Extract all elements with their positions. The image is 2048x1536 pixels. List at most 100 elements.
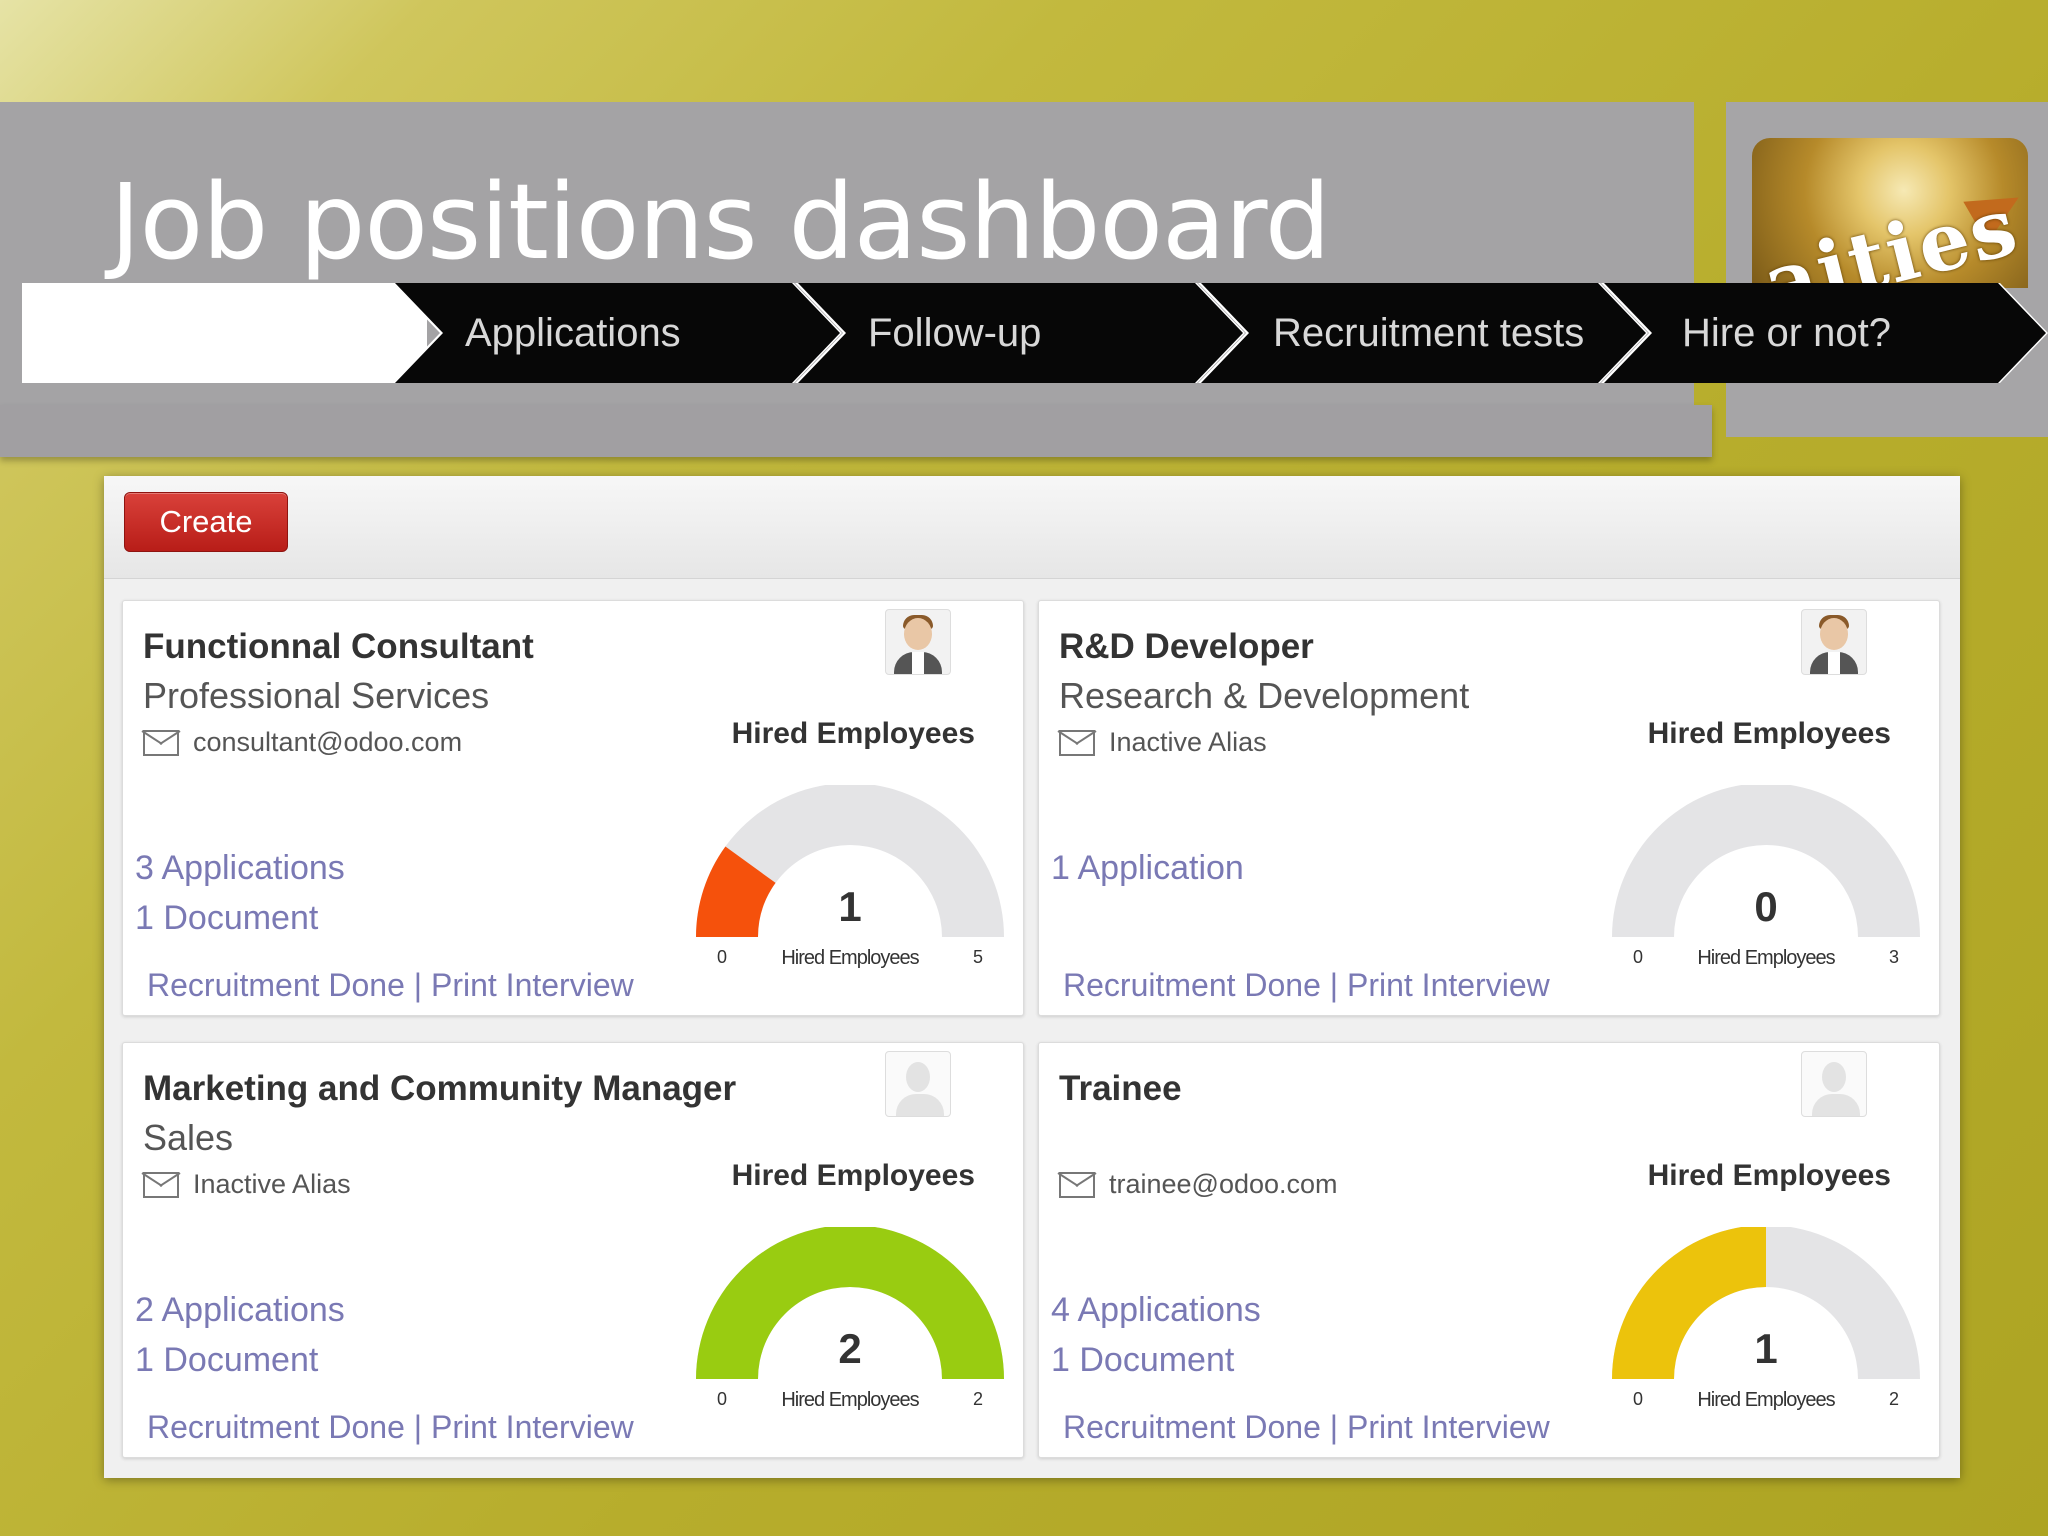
avatar-head	[904, 618, 932, 650]
hired-employees-gauge: 1 0 Hired Employees 2	[1611, 1227, 1921, 1427]
email-alias: Inactive Alias	[143, 1169, 351, 1200]
print-interview-link[interactable]: Print Interview	[430, 967, 634, 1003]
hired-employees-heading: Hired Employees	[731, 1159, 975, 1192]
hired-employees-heading: Hired Employees	[1647, 717, 1891, 750]
email-alias-text: Inactive Alias	[1109, 727, 1267, 757]
job-title[interactable]: Functionnal Consultant	[143, 627, 534, 666]
job-title[interactable]: Marketing and Community Manager	[143, 1069, 737, 1108]
documents-link[interactable]: 1 Document	[1051, 1341, 1235, 1379]
gauge-label: Hired Employees	[781, 947, 919, 969]
title-band	[0, 102, 1694, 457]
gauge-min: 0	[717, 1389, 728, 1409]
gauge-value: 1	[1754, 1325, 1778, 1372]
department-name: Sales	[143, 1117, 234, 1158]
hired-employees-gauge: 1 0 Hired Employees 5	[695, 785, 1005, 985]
print-interview-link[interactable]: Print Interview	[1346, 967, 1550, 1003]
email-alias: Inactive Alias	[1059, 727, 1267, 758]
job-title[interactable]: R&D Developer	[1059, 627, 1314, 666]
email-alias-text: trainee@odoo.com	[1109, 1169, 1338, 1199]
gauge-svg	[696, 785, 1004, 937]
applications-link[interactable]: 3 Applications	[135, 849, 345, 887]
logo-text: aities	[1754, 178, 2028, 288]
avatar-placeholder-icon	[885, 1051, 951, 1117]
gauge-track	[1612, 785, 1920, 937]
print-interview-link[interactable]: Print Interview	[1346, 1409, 1550, 1445]
gauge-max: 3	[1888, 947, 1899, 967]
recruitment-done-link[interactable]: Recruitment Done	[147, 1409, 405, 1445]
create-button[interactable]: Create	[124, 492, 288, 552]
applications-link[interactable]: 2 Applications	[135, 1291, 345, 1329]
dashboard-panel: Create Functionnal Consultant Profession…	[104, 476, 1960, 1478]
job-position-card[interactable]: R&D Developer Research & Development Ina…	[1038, 600, 1940, 1016]
job-position-card[interactable]: Trainee trainee@odoo.com Hired Employees…	[1038, 1042, 1940, 1458]
card-actions: Recruitment Done | Print Interview	[147, 1409, 634, 1446]
job-title[interactable]: Trainee	[1059, 1069, 1182, 1108]
process-step-hire-or-not: Hire or not?	[1604, 283, 2046, 383]
email-alias-text: consultant@odoo.com	[193, 727, 463, 757]
mail-icon	[143, 1171, 179, 1198]
avatar-head	[1820, 618, 1848, 650]
gauge-fill	[1612, 1227, 1766, 1379]
hired-employees-heading: Hired Employees	[1647, 1159, 1891, 1192]
mail-icon	[143, 729, 179, 756]
manager-avatar	[1801, 609, 1867, 675]
process-steps: Applications Follow-up Recruitment tests…	[22, 283, 2048, 383]
recruitment-done-link[interactable]: Recruitment Done	[147, 967, 405, 1003]
gauge-svg	[696, 1227, 1004, 1379]
email-alias-text: Inactive Alias	[193, 1169, 351, 1199]
gauge-value: 1	[838, 883, 862, 930]
gauge-label: Hired Employees	[1697, 947, 1835, 969]
applications-link[interactable]: 4 Applications	[1051, 1291, 1261, 1329]
mail-icon	[1059, 1171, 1095, 1198]
action-separator: |	[1329, 1409, 1339, 1445]
gauge-fill	[696, 846, 776, 937]
gauge-min: 0	[717, 947, 728, 967]
avatar-body	[1812, 1094, 1860, 1116]
action-separator: |	[413, 967, 423, 1003]
hired-employees-gauge: 0 0 Hired Employees 3	[1611, 785, 1921, 985]
gauge-label: Hired Employees	[1697, 1389, 1835, 1411]
gauge-value: 0	[1754, 883, 1778, 930]
department-name: Professional Services	[143, 675, 490, 716]
company-logo: aities	[1752, 138, 2028, 288]
process-step-follow-up: Follow-up	[798, 283, 1243, 383]
card-actions: Recruitment Done | Print Interview	[147, 967, 634, 1004]
gauge-value: 2	[838, 1325, 862, 1372]
avatar-placeholder-icon	[1801, 1051, 1867, 1117]
action-separator: |	[413, 1409, 423, 1445]
gauge-track	[696, 785, 1004, 937]
avatar-head	[1822, 1062, 1846, 1092]
gauge-fill	[696, 1227, 1004, 1379]
gauge-max: 5	[972, 947, 983, 967]
gauge-svg	[1612, 785, 1920, 937]
process-step-start	[22, 283, 427, 383]
gauge-label: Hired Employees	[781, 1389, 919, 1411]
title-band-shadow	[0, 405, 1712, 457]
action-separator: |	[1329, 967, 1339, 1003]
page-title: Job positions dashboard	[110, 161, 1331, 283]
gauge-svg	[1612, 1227, 1920, 1379]
process-step-applications: Applications	[395, 283, 840, 383]
gauge-max: 2	[972, 1389, 983, 1409]
card-actions: Recruitment Done | Print Interview	[1063, 1409, 1550, 1446]
applications-link[interactable]: 1 Application	[1051, 849, 1244, 887]
documents-link[interactable]: 1 Document	[135, 1341, 319, 1379]
department-name: Research & Development	[1059, 675, 1470, 716]
manager-avatar	[885, 609, 951, 675]
avatar-head	[906, 1062, 930, 1092]
hired-employees-heading: Hired Employees	[731, 717, 975, 750]
gauge-min: 0	[1633, 1389, 1644, 1409]
job-position-card[interactable]: Functionnal Consultant Professional Serv…	[122, 600, 1024, 1016]
dashboard-toolbar: Create	[104, 476, 1960, 579]
avatar-shirt	[1828, 652, 1840, 674]
mail-icon	[1059, 729, 1095, 756]
gauge-max: 2	[1888, 1389, 1899, 1409]
documents-link[interactable]: 1 Document	[135, 899, 319, 937]
recruitment-done-link[interactable]: Recruitment Done	[1063, 967, 1321, 1003]
recruitment-done-link[interactable]: Recruitment Done	[1063, 1409, 1321, 1445]
job-position-card[interactable]: Marketing and Community Manager Sales In…	[122, 1042, 1024, 1458]
print-interview-link[interactable]: Print Interview	[430, 1409, 634, 1445]
card-actions: Recruitment Done | Print Interview	[1063, 967, 1550, 1004]
gauge-min: 0	[1633, 947, 1644, 967]
avatar-shirt	[912, 652, 924, 674]
